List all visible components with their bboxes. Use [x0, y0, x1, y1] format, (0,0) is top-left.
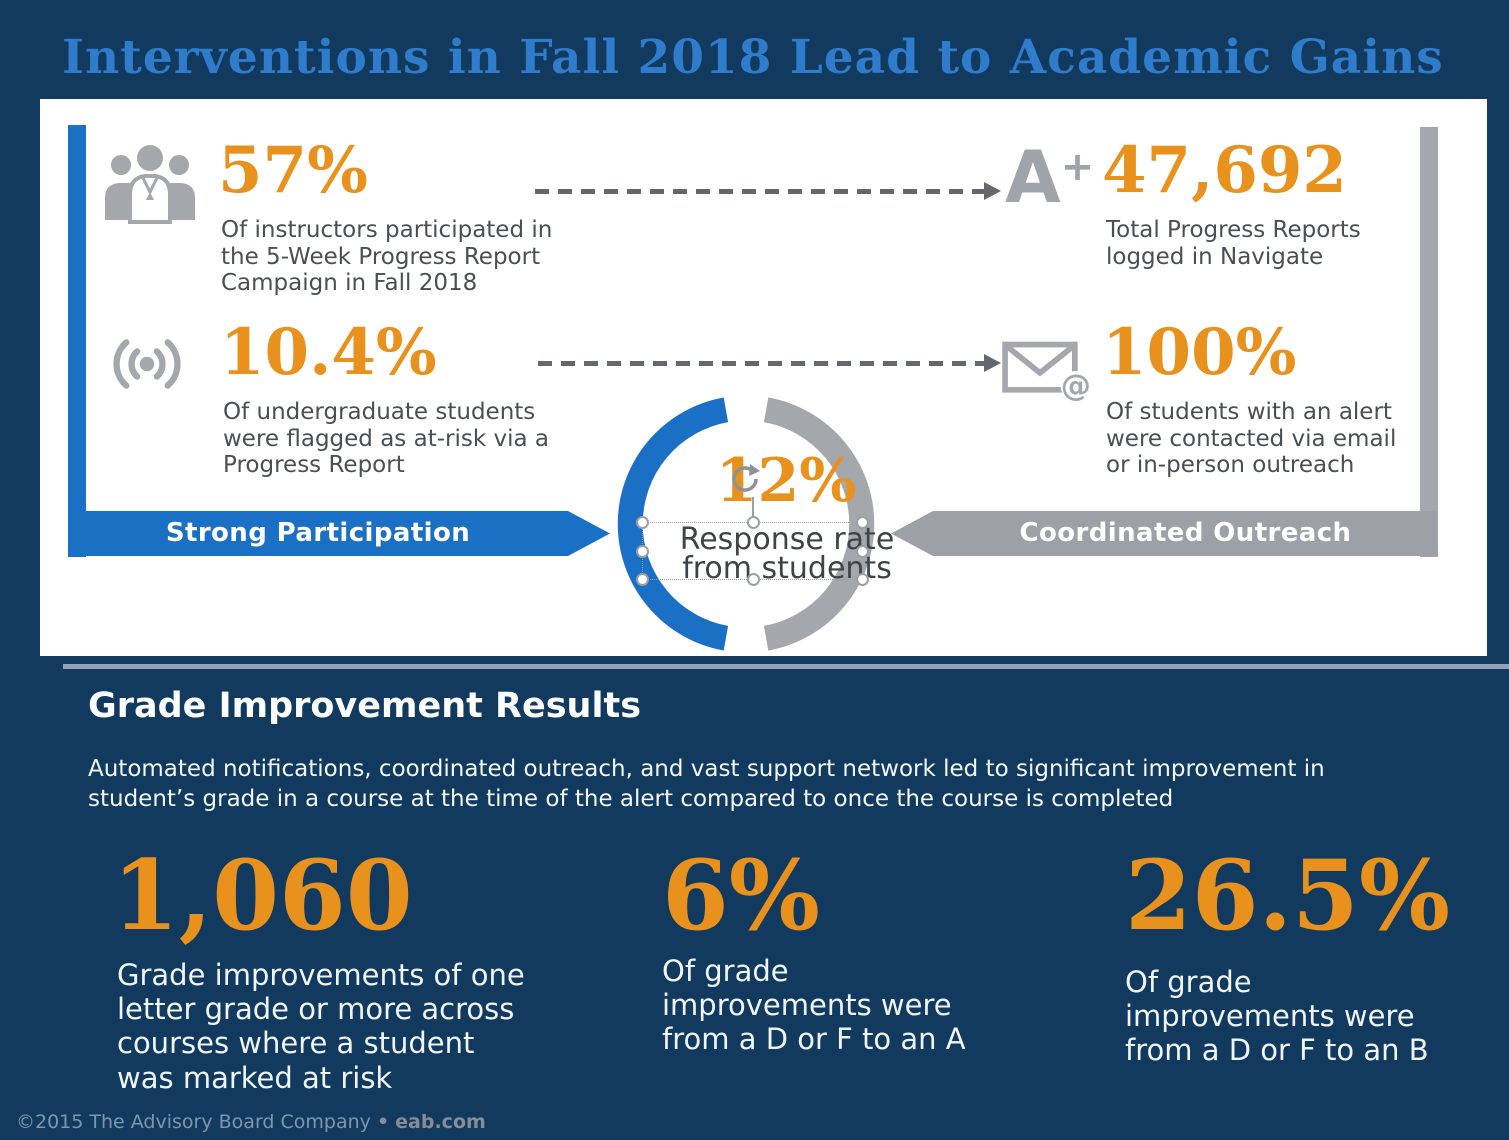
dashed-arrow-bottom	[538, 354, 1001, 372]
stat-instructors-value: 57%	[218, 133, 368, 208]
rotation-handle-stem	[752, 497, 754, 523]
footer-copyright: ©2015 The Advisory Board Company	[16, 1111, 371, 1133]
email-at-icon: @	[1000, 337, 1095, 403]
infographic-panel: 57% Of instructors participated in the 5…	[40, 99, 1487, 656]
grade-stat-265pct-value: 26.5%	[1125, 839, 1451, 952]
people-group-icon	[100, 144, 200, 224]
stat-instructors-desc: Of instructors participated in the 5-Wee…	[221, 217, 553, 297]
selection-handle-mid-left[interactable]	[636, 545, 649, 558]
selection-handle-mid-right[interactable]	[856, 545, 869, 558]
grade-stat-265pct-desc: Of grade improvements were from a D or F…	[1125, 965, 1429, 1068]
right-accent-bar	[1420, 127, 1438, 557]
stat-reports-value: 47,692	[1102, 133, 1347, 208]
rotation-handle[interactable]	[728, 462, 762, 496]
grade-results-subtitle: Automated notifications, coordinated out…	[88, 756, 1325, 812]
svg-text:@: @	[1061, 368, 1091, 403]
selection-handle-top-left[interactable]	[636, 516, 649, 529]
grade-stat-6pct-value: 6%	[662, 839, 821, 952]
footer: ©2015 The Advisory Board Company • eab.c…	[16, 1111, 486, 1133]
grade-stat-1060-desc: Grade improvements of one letter grade o…	[117, 958, 525, 1095]
grade-stat-6pct-desc: Of grade improvements were from a D or F…	[662, 954, 966, 1057]
coordinated-outreach-banner: Coordinated Outreach	[891, 511, 1438, 556]
response-rate-value: 12%	[715, 446, 857, 516]
stat-flagged-desc: Of undergraduate students were flagged a…	[223, 399, 549, 479]
stat-reports-desc: Total Progress Reports logged in Navigat…	[1106, 217, 1361, 270]
selection-handle-bottom-right[interactable]	[856, 573, 869, 586]
footer-bullet: •	[376, 1111, 390, 1133]
dashed-arrow-top	[535, 182, 1001, 200]
selection-handle-top-right[interactable]	[856, 516, 869, 529]
stat-contacted-value: 100%	[1102, 315, 1297, 390]
slide-title: Interventions in Fall 2018 Lead to Acade…	[62, 30, 1444, 85]
selection-handle-bottom-center[interactable]	[747, 573, 760, 586]
selection-handle-top-center[interactable]	[747, 516, 760, 529]
broadcast-signal-icon	[102, 333, 192, 395]
response-rate-textbox[interactable]: Response rate from students	[679, 522, 895, 586]
grade-results-heading: Grade Improvement Results	[88, 686, 642, 726]
a-plus-grade-icon: A+	[1005, 135, 1095, 219]
textbox-selection-outline	[636, 516, 869, 586]
section-divider	[63, 664, 1509, 669]
footer-site-link[interactable]: eab.com	[395, 1111, 486, 1133]
stat-flagged-value: 10.4%	[220, 315, 437, 390]
left-accent-bar	[68, 125, 86, 557]
grade-stat-1060-value: 1,060	[112, 839, 413, 952]
selection-handle-bottom-left[interactable]	[636, 573, 649, 586]
stat-contacted-desc: Of students with an alert were contacted…	[1106, 399, 1397, 479]
strong-participation-banner: Strong Participation	[68, 511, 610, 556]
